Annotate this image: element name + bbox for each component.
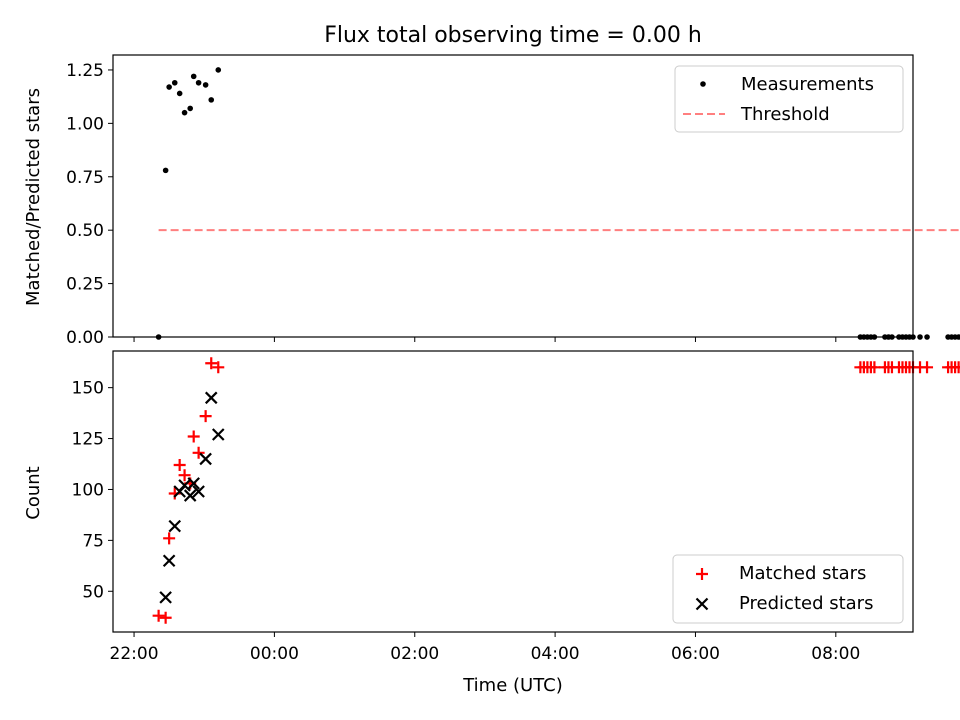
legend-box (672, 554, 904, 624)
x-axis-label: Time (UTC) (462, 675, 563, 696)
predicted-star-point (204, 391, 218, 405)
xtick-label: 06:00 (671, 644, 720, 664)
bottom-ytick-label: 150 (72, 379, 104, 399)
matched-star-point (152, 609, 165, 622)
xtick-label: 08:00 (811, 644, 860, 664)
matched-star-point (187, 430, 200, 443)
measurement-point (187, 105, 193, 112)
predicted-star-point (695, 597, 709, 611)
bottom-ytick-label: 125 (72, 430, 104, 450)
measurement-point (195, 79, 202, 86)
legend-predicted-label: Predicted stars (739, 593, 873, 614)
bottom-ytick-label: 100 (72, 480, 104, 500)
predicted-star-point (187, 477, 200, 490)
predicted-star-point (183, 489, 197, 502)
measurement-point (176, 90, 183, 97)
measurement-point (215, 67, 222, 73)
matched-star-point (192, 446, 205, 459)
top-ytick-label: 0.75 (66, 168, 104, 188)
matched-star-point (921, 361, 934, 374)
matched-star-point (956, 366, 960, 369)
legend-threshold-label: Threshold (740, 104, 830, 125)
plot-frame (112, 350, 914, 633)
legend-matched-label: Matched stars (739, 563, 866, 584)
top-ytick-label: 1.25 (66, 61, 104, 81)
measurement-point (955, 334, 960, 340)
measurement-point (162, 167, 169, 174)
xtick-label: 00:00 (250, 644, 299, 664)
measurement-point (166, 84, 172, 90)
predicted-star-point (178, 479, 191, 492)
legend-box (674, 65, 904, 133)
top-ytick-label: 0.25 (66, 275, 104, 295)
legend-measurements-marker (700, 81, 706, 87)
top-ytick-label: 0.00 (66, 328, 104, 348)
top-ytick-label: 0.50 (66, 221, 104, 241)
matched-star-point (173, 459, 186, 472)
measurement-point (924, 334, 930, 340)
bottom-panel: 50 75 100 125 150 22:00 00:00 02:00 04:00 06:00 08… (72, 350, 960, 664)
matched-star-point (199, 410, 212, 423)
xtick-label: 22:00 (110, 644, 159, 664)
predicted-star-point (159, 591, 172, 604)
predicted-star-point (168, 519, 182, 533)
bottom-ytick-label: 50 (82, 582, 104, 602)
matched-star-point (159, 611, 172, 624)
measurement-point (208, 97, 215, 103)
bottom-ytick-label: 75 (82, 531, 104, 551)
top-panel: 0.00 0.25 0.50 0.75 1.00 1.25 Measurements Thre… (66, 54, 960, 348)
matched-star-point (205, 357, 218, 370)
bottom-ylabel: Count (23, 466, 44, 519)
predicted-star-point (199, 452, 212, 466)
measurement-point (202, 82, 209, 88)
top-ylabel: Matched/Predicted stars (23, 88, 44, 306)
matched-star-point (178, 469, 191, 482)
measurement-point (917, 334, 923, 340)
matched-star-point (868, 361, 881, 374)
figure-title: Flux total observing time = 0.00 h (324, 23, 702, 48)
matched-star-point (212, 361, 225, 374)
predicted-star-point (192, 485, 205, 498)
measurement-point (181, 109, 188, 116)
measurement-point (171, 79, 178, 86)
predicted-star-point (162, 554, 176, 568)
measurement-point (190, 73, 197, 80)
predicted-star-point (211, 428, 225, 441)
bottom-legend: Matched stars Predicted stars (672, 554, 904, 624)
top-ytick-label: 1.00 (66, 114, 104, 134)
xtick-label: 02:00 (390, 644, 439, 664)
plot-frame (112, 54, 914, 338)
xtick-label: 04:00 (531, 644, 580, 664)
top-legend: Measurements Threshold (674, 65, 904, 133)
legend-measurements-label: Measurements (741, 74, 874, 95)
matched-star-point (696, 568, 708, 580)
matched-star-point (163, 532, 176, 545)
